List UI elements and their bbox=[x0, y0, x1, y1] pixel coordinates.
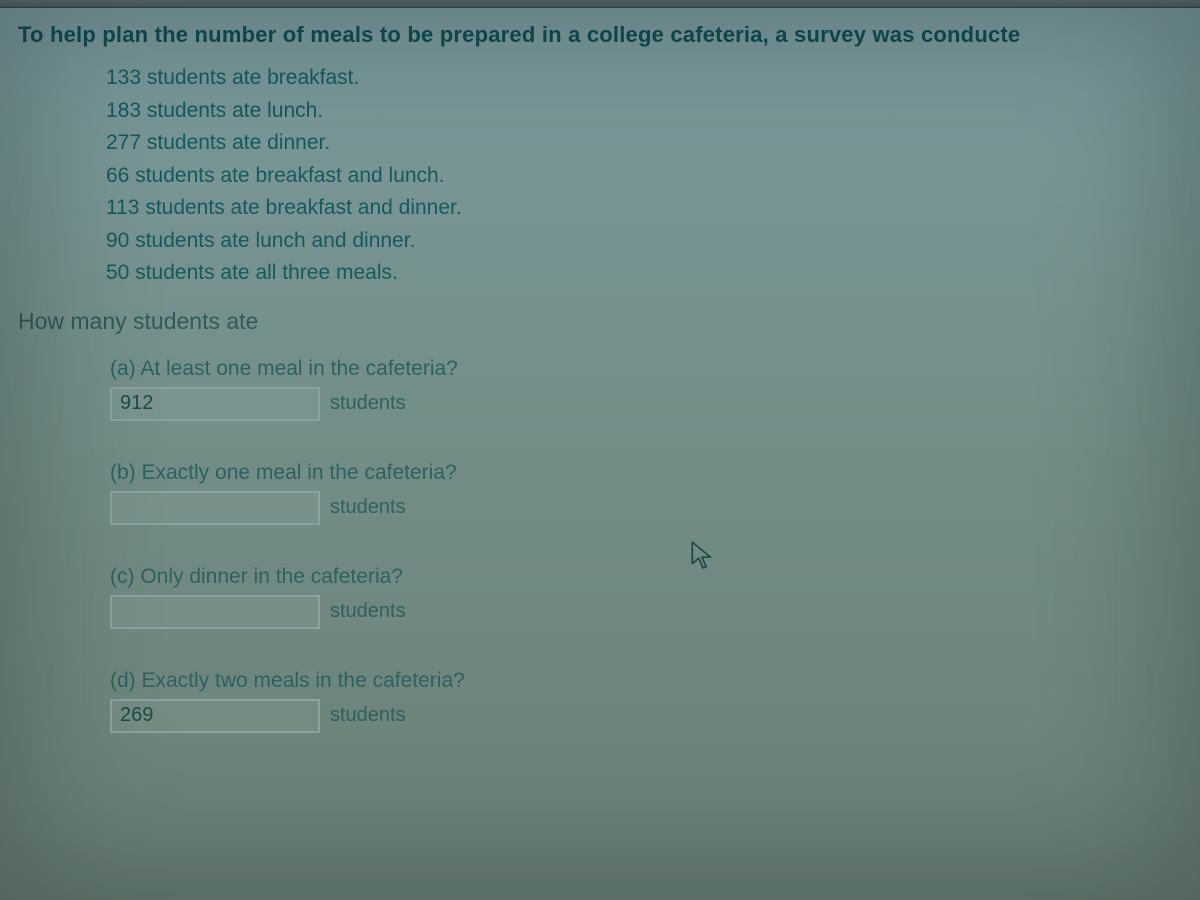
part-c-label: (c) Only dinner in the cafeteria? bbox=[110, 565, 1186, 589]
part-c-input[interactable] bbox=[110, 595, 320, 629]
fact-line: 90 students ate lunch and dinner. bbox=[106, 225, 1186, 258]
part-a-answer-row: students bbox=[110, 387, 1186, 421]
part-d-answer-row: students bbox=[110, 699, 1186, 733]
question-lead: How many students ate bbox=[18, 308, 1186, 335]
fact-line: 113 students ate breakfast and dinner. bbox=[106, 192, 1186, 225]
part-d-unit: students bbox=[330, 704, 406, 727]
part-a-label: (a) At least one meal in the cafeteria? bbox=[110, 357, 1186, 381]
part-b-label: (b) Exactly one meal in the cafeteria? bbox=[110, 461, 1186, 485]
window-chrome-top bbox=[0, 0, 1200, 8]
part-a-input[interactable] bbox=[110, 387, 320, 421]
part-d: (d) Exactly two meals in the cafeteria? … bbox=[110, 669, 1186, 733]
fact-line: 277 students ate dinner. bbox=[106, 127, 1186, 160]
fact-line: 133 students ate breakfast. bbox=[106, 62, 1186, 95]
part-c-unit: students bbox=[330, 600, 406, 623]
part-a: (a) At least one meal in the cafeteria? … bbox=[110, 357, 1186, 421]
question-panel: To help plan the number of meals to be p… bbox=[0, 8, 1200, 793]
fact-line: 183 students ate lunch. bbox=[106, 95, 1186, 128]
part-b-input[interactable] bbox=[110, 491, 320, 525]
part-c: (c) Only dinner in the cafeteria? studen… bbox=[110, 565, 1186, 629]
intro-text: To help plan the number of meals to be p… bbox=[18, 22, 1186, 48]
part-d-input[interactable] bbox=[110, 699, 320, 733]
answer-parts: (a) At least one meal in the cafeteria? … bbox=[110, 357, 1186, 733]
fact-line: 66 students ate breakfast and lunch. bbox=[106, 160, 1186, 193]
part-a-unit: students bbox=[330, 392, 406, 415]
part-d-label: (d) Exactly two meals in the cafeteria? bbox=[110, 669, 1186, 693]
part-c-answer-row: students bbox=[110, 595, 1186, 629]
part-b: (b) Exactly one meal in the cafeteria? s… bbox=[110, 461, 1186, 525]
facts-list: 133 students ate breakfast. 183 students… bbox=[106, 62, 1186, 290]
part-b-answer-row: students bbox=[110, 491, 1186, 525]
part-b-unit: students bbox=[330, 496, 406, 519]
fact-line: 50 students ate all three meals. bbox=[106, 257, 1186, 290]
